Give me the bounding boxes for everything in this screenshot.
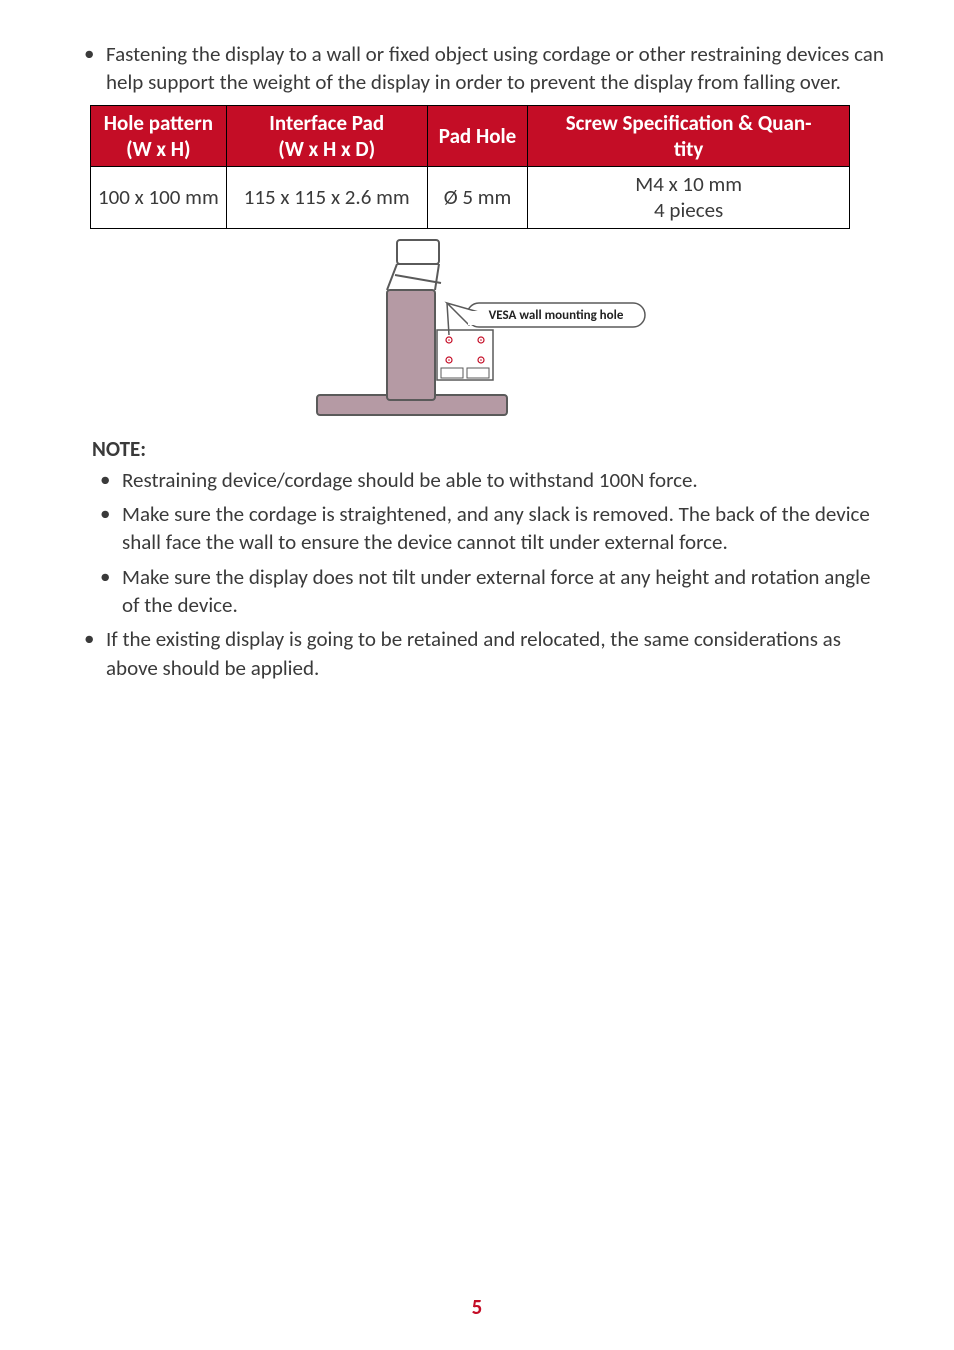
- bullet-fastening: Fastening the display to a wall or fixed…: [70, 40, 884, 97]
- note-item-1-text: Restraining device/cordage should be abl…: [122, 467, 698, 493]
- page-number: 5: [0, 1294, 954, 1320]
- vesa-diagram: VESA wall mounting hole: [70, 235, 884, 426]
- th-interface-pad: Interface Pad(W x H x D): [226, 105, 427, 167]
- table-header-row: Hole pattern(W x H) Interface Pad(W x H …: [91, 105, 850, 167]
- note-item-3: Make sure the display does not tilt unde…: [70, 563, 884, 620]
- th-screw-spec: Screw Specification & Quan-tity: [528, 105, 850, 167]
- td-pad-hole: Ø 5 mm: [427, 167, 528, 229]
- vesa-diagram-svg: VESA wall mounting hole: [297, 235, 657, 420]
- spec-table: Hole pattern(W x H) Interface Pad(W x H …: [90, 105, 850, 229]
- bullet-fastening-text: Fastening the display to a wall or fixed…: [106, 41, 884, 95]
- td-screw-spec: M4 x 10 mm4 pieces: [528, 167, 850, 229]
- note-item-2-text: Make sure the cordage is straightened, a…: [122, 501, 870, 555]
- bullet-retained-text: If the existing display is going to be r…: [106, 626, 841, 680]
- table-row: 100 x 100 mm 115 x 115 x 2.6 mm Ø 5 mm M…: [91, 167, 850, 229]
- td-hole-pattern: 100 x 100 mm: [91, 167, 227, 229]
- bullet-retained: If the existing display is going to be r…: [70, 625, 884, 682]
- svg-text:VESA wall mounting hole: VESA wall mounting hole: [489, 308, 624, 323]
- th-pad-hole: Pad Hole: [427, 105, 528, 167]
- note-item-2: Make sure the cordage is straightened, a…: [70, 500, 884, 557]
- note-heading: NOTE:: [92, 436, 884, 462]
- td-interface-pad: 115 x 115 x 2.6 mm: [226, 167, 427, 229]
- note-item-3-text: Make sure the display does not tilt unde…: [122, 564, 870, 618]
- th-hole-pattern: Hole pattern(W x H): [91, 105, 227, 167]
- note-item-1: Restraining device/cordage should be abl…: [70, 466, 884, 494]
